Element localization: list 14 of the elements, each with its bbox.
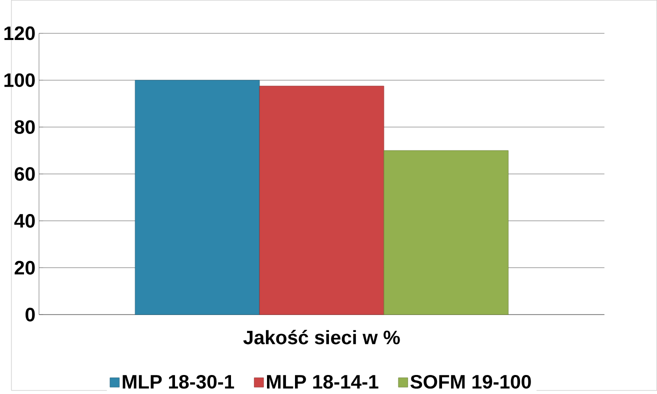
x-tick-label: Jakość sieci w % [243,330,400,344]
y-tick-label: 60 [14,167,35,181]
y-tick-label: 40 [14,214,35,228]
y-tick-label: 80 [14,120,35,134]
bar [384,150,508,315]
legend-label: MLP 18-30-1 [122,375,234,389]
y-tick-label: 120 [4,26,35,40]
legend-label: SOFM 19-100 [410,375,531,389]
y-tick-label: 20 [14,260,35,275]
y-tick-label: 0 [26,308,35,322]
legend-label: MLP 18-14-1 [267,375,378,389]
bar [134,80,260,315]
bar [259,86,384,315]
y-tick-label: 100 [4,73,35,88]
